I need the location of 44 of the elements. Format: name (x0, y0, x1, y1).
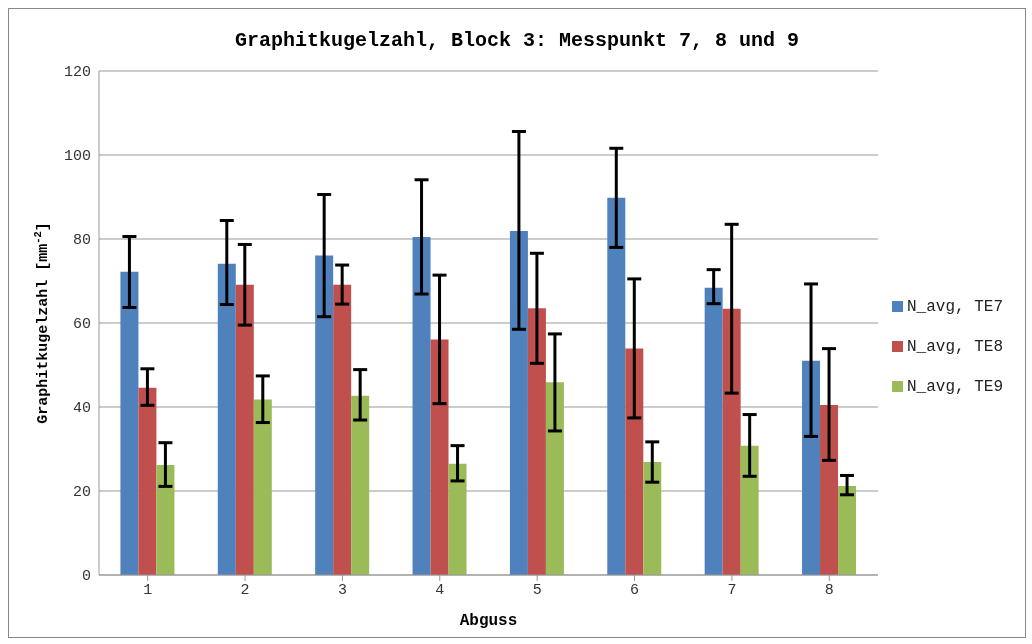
y-tick-label: 80 (72, 232, 91, 250)
x-tick-label: 7 (727, 581, 737, 599)
bar (412, 236, 431, 575)
bar (120, 271, 139, 575)
bar (448, 463, 467, 575)
legend-label: N_avg, TE7 (906, 298, 1003, 316)
x-tick-label: 4 (435, 581, 445, 599)
bar (722, 308, 741, 575)
bar (704, 287, 723, 575)
x-axis-title: Abguss (459, 612, 518, 630)
y-tick-label: 0 (81, 568, 91, 586)
bar (527, 308, 546, 575)
bar (625, 348, 644, 575)
legend-label: N_avg, TE9 (906, 378, 1003, 396)
y-tick-label: 20 (72, 484, 91, 502)
bar (545, 382, 564, 575)
bar (315, 255, 334, 575)
bar (607, 197, 626, 575)
x-tick-label: 6 (630, 581, 640, 599)
bar (235, 284, 254, 575)
bar (430, 339, 449, 575)
bar (509, 231, 528, 575)
x-tick-label: 3 (337, 581, 347, 599)
x-tick-label: 8 (824, 581, 834, 599)
y-tick-label: 100 (63, 148, 91, 166)
legend-label: N_avg, TE8 (906, 338, 1003, 356)
bar (333, 284, 352, 575)
bar (138, 387, 157, 575)
bar (351, 395, 370, 575)
chart-title: Graphitkugelzahl, Block 3: Messpunkt 7, 8 und 9 (233, 29, 801, 54)
bar (740, 445, 759, 575)
x-tick-label: 5 (532, 581, 542, 599)
bar (643, 462, 662, 575)
bar (838, 485, 857, 575)
bar (217, 263, 236, 575)
y-tick-label: 40 (72, 400, 91, 418)
bar (253, 399, 272, 575)
y-tick-label: 120 (63, 64, 91, 82)
bar (802, 360, 821, 575)
x-tick-label: 2 (240, 581, 250, 599)
y-tick-label: 60 (72, 316, 91, 334)
bar (820, 404, 839, 575)
bar (156, 464, 175, 575)
x-tick-label: 1 (143, 581, 153, 599)
